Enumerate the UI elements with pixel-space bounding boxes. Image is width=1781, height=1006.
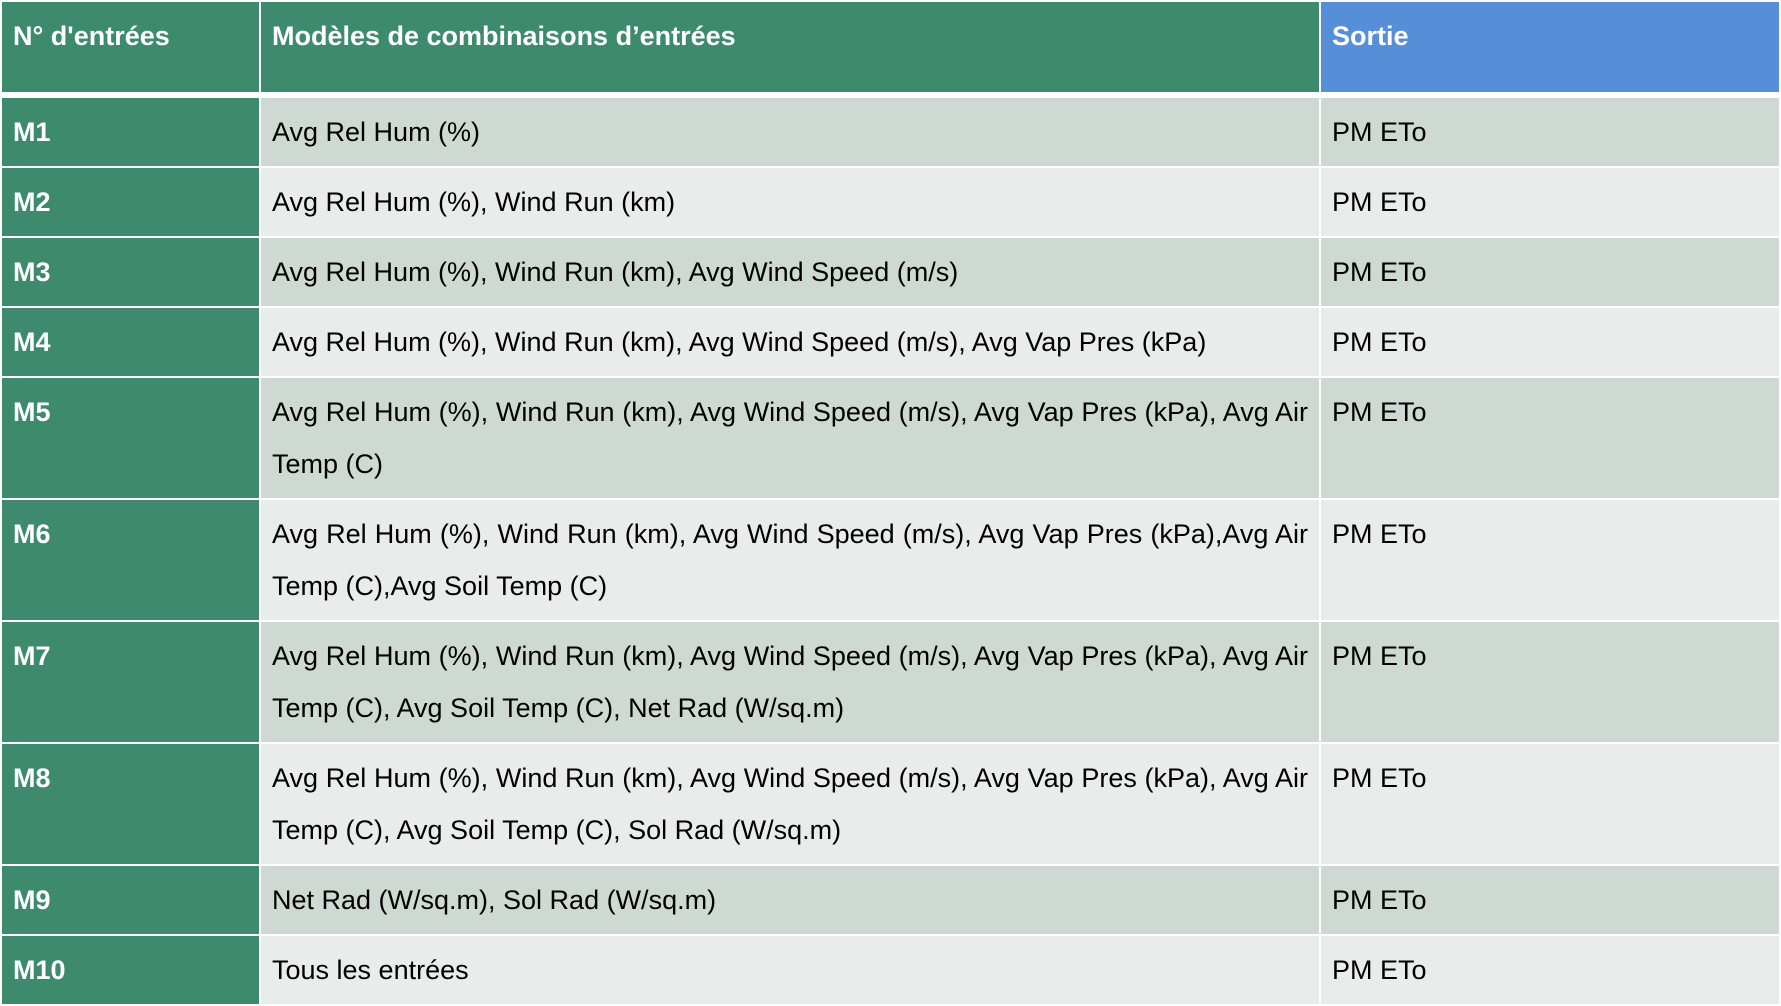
table-row: M3 Avg Rel Hum (%), Wind Run (km), Avg W… bbox=[0, 236, 1781, 308]
table-row: M1 Avg Rel Hum (%) PM ETo bbox=[0, 94, 1781, 168]
model-id: M8 bbox=[0, 742, 261, 866]
model-id: M10 bbox=[0, 934, 261, 1006]
header-row: N° d'entrées Modèles de combinaisons d’e… bbox=[0, 0, 1781, 96]
model-id: M5 bbox=[0, 376, 261, 500]
model-output: PM ETo bbox=[1319, 742, 1781, 866]
table-row: M8 Avg Rel Hum (%), Wind Run (km), Avg W… bbox=[0, 742, 1781, 866]
header-input-count: N° d'entrées bbox=[0, 0, 261, 96]
model-id: M4 bbox=[0, 306, 261, 378]
model-inputs: Avg Rel Hum (%), Wind Run (km), Avg Wind… bbox=[259, 376, 1321, 500]
table-row: M6 Avg Rel Hum (%), Wind Run (km), Avg W… bbox=[0, 498, 1781, 622]
table-row: M4 Avg Rel Hum (%), Wind Run (km), Avg W… bbox=[0, 306, 1781, 378]
model-inputs: Net Rad (W/sq.m), Sol Rad (W/sq.m) bbox=[259, 864, 1321, 936]
table-row: M7 Avg Rel Hum (%), Wind Run (km), Avg W… bbox=[0, 620, 1781, 744]
model-output: PM ETo bbox=[1319, 376, 1781, 500]
model-inputs: Avg Rel Hum (%), Wind Run (km), Avg Wind… bbox=[259, 236, 1321, 308]
model-inputs-text: Avg Rel Hum (%), Wind Run (km), Avg Wind… bbox=[272, 397, 1308, 479]
table-row: M5 Avg Rel Hum (%), Wind Run (km), Avg W… bbox=[0, 376, 1781, 500]
model-output: PM ETo bbox=[1319, 236, 1781, 308]
model-id: M6 bbox=[0, 498, 261, 622]
table-row: M2 Avg Rel Hum (%), Wind Run (km) PM ETo bbox=[0, 166, 1781, 238]
model-id: M3 bbox=[0, 236, 261, 308]
header-output: Sortie bbox=[1319, 0, 1781, 96]
model-inputs: Avg Rel Hum (%), Wind Run (km), Avg Wind… bbox=[259, 620, 1321, 744]
model-output: PM ETo bbox=[1319, 864, 1781, 936]
model-id: M2 bbox=[0, 166, 261, 238]
model-output: PM ETo bbox=[1319, 166, 1781, 238]
model-inputs: Avg Rel Hum (%), Wind Run (km) bbox=[259, 166, 1321, 238]
model-inputs-text: Avg Rel Hum (%), Wind Run (km), Avg Wind… bbox=[272, 763, 1308, 845]
model-id: M7 bbox=[0, 620, 261, 744]
model-inputs: Avg Rel Hum (%), Wind Run (km), Avg Wind… bbox=[259, 742, 1321, 866]
model-output: PM ETo bbox=[1319, 306, 1781, 378]
model-inputs: Avg Rel Hum (%) bbox=[259, 94, 1321, 168]
model-output: PM ETo bbox=[1319, 620, 1781, 744]
model-id: M1 bbox=[0, 94, 261, 168]
table-row: M10 Tous les entrées PM ETo bbox=[0, 934, 1781, 1006]
model-output: PM ETo bbox=[1319, 498, 1781, 622]
model-inputs: Avg Rel Hum (%), Wind Run (km), Avg Wind… bbox=[259, 498, 1321, 622]
table-row: M9 Net Rad (W/sq.m), Sol Rad (W/sq.m) PM… bbox=[0, 864, 1781, 936]
model-inputs: Avg Rel Hum (%), Wind Run (km), Avg Wind… bbox=[259, 306, 1321, 378]
model-inputs-text: Avg Rel Hum (%), Wind Run (km), Avg Wind… bbox=[272, 641, 1308, 723]
model-inputs-text: Avg Rel Hum (%), Wind Run (km), Avg Wind… bbox=[272, 519, 1308, 601]
header-input-models: Modèles de combinaisons d’entrées bbox=[259, 0, 1321, 96]
model-output: PM ETo bbox=[1319, 94, 1781, 168]
model-inputs: Tous les entrées bbox=[259, 934, 1321, 1006]
model-id: M9 bbox=[0, 864, 261, 936]
model-output: PM ETo bbox=[1319, 934, 1781, 1006]
